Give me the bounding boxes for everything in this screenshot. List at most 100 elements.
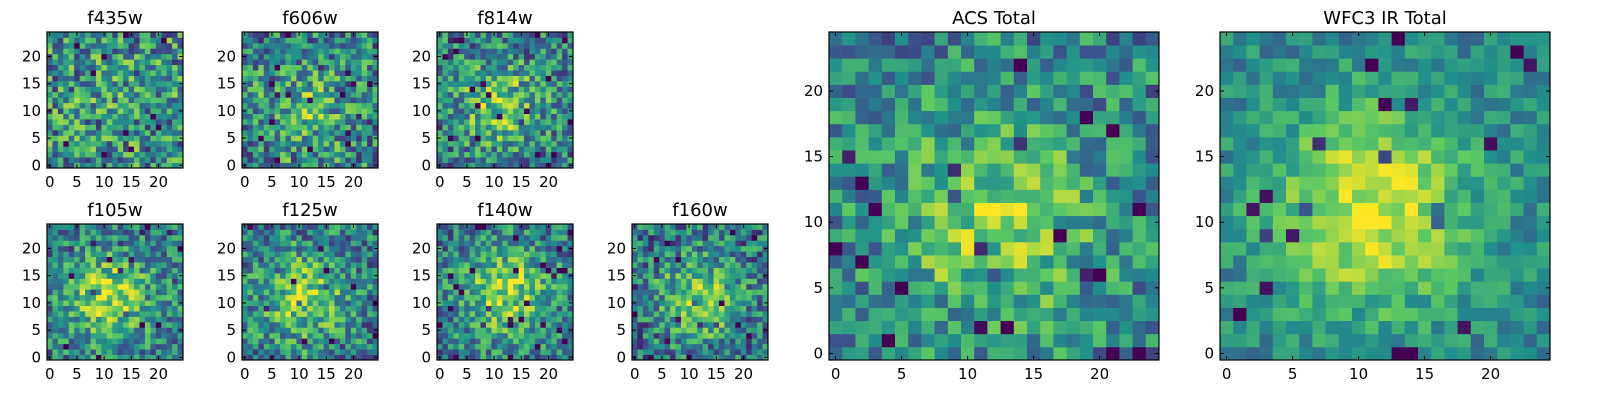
heatmap-cell [475, 338, 481, 345]
axes-frame [631, 223, 769, 361]
heatmap-cell [74, 240, 81, 247]
heatmap-cell [735, 240, 742, 247]
heatmap-cell [301, 267, 308, 274]
heatmap-cell [85, 224, 91, 230]
heatmap-cell [675, 262, 682, 268]
heatmap-cell [491, 80, 498, 87]
heatmap-cell [491, 91, 498, 98]
heatmap-cell [1040, 163, 1054, 177]
heatmap-cell [177, 32, 184, 38]
heatmap-cell [496, 224, 503, 230]
heatmap-cell [242, 102, 248, 109]
heatmap-cell [345, 305, 352, 312]
heatmap-cell [562, 42, 568, 49]
heatmap-cell [269, 321, 276, 328]
heatmap-cell [166, 294, 173, 301]
heatmap-cell [464, 157, 471, 163]
heatmap-cell [464, 272, 471, 279]
heatmap-cell [258, 354, 265, 361]
heatmap-cell [95, 53, 102, 60]
heatmap-cell [150, 294, 157, 301]
heatmap-cell [1106, 189, 1120, 203]
heatmap-cell [361, 102, 368, 109]
heatmap-cell [285, 113, 292, 120]
heatmap-cell [296, 316, 303, 323]
heatmap-cell [469, 48, 476, 55]
heatmap-cell [318, 256, 324, 263]
heatmap-cell [285, 327, 292, 334]
heatmap-cell [1000, 281, 1015, 295]
heatmap-cell [829, 320, 843, 335]
heatmap-cell [307, 289, 314, 296]
heatmap-cell [166, 229, 173, 236]
heatmap-cell [290, 37, 297, 44]
heatmap-cell [524, 37, 530, 44]
heatmap-cell [974, 320, 988, 335]
heatmap-cell [1027, 202, 1041, 217]
heatmap-cell [372, 37, 379, 44]
heatmap-cell [464, 37, 471, 44]
heatmap-cell [664, 349, 671, 355]
heatmap-cell [751, 332, 758, 339]
heatmap-cell [442, 234, 449, 241]
heatmap-cell [177, 316, 184, 323]
heatmap-cell [551, 146, 558, 153]
heatmap-cell [697, 289, 704, 296]
heatmap-cell [664, 354, 671, 361]
heatmap-cell [469, 305, 476, 312]
heatmap-cell [670, 294, 676, 301]
heatmap-cell [247, 343, 254, 350]
heatmap-cell [155, 157, 162, 163]
heatmap-cell [697, 283, 704, 290]
heatmap-cell [475, 113, 481, 120]
heatmap-cell [57, 256, 64, 263]
heatmap-cell [729, 229, 736, 236]
heatmap-cell [296, 327, 303, 334]
heatmap-cell [144, 224, 151, 230]
heatmap-cell [829, 215, 843, 230]
heatmap-cell [675, 311, 682, 317]
heatmap-cell [285, 332, 292, 339]
heatmap-cell [642, 327, 649, 334]
heatmap-cell [79, 327, 86, 334]
heatmap-cell [161, 338, 168, 345]
heatmap-cell [480, 91, 487, 98]
heatmap-cell [345, 162, 352, 169]
heatmap-cell [458, 300, 465, 306]
heatmap-cell [556, 234, 563, 241]
heatmap-cell [74, 311, 81, 317]
heatmap-cell [367, 343, 373, 350]
heatmap-cell [63, 75, 70, 82]
heatmap-cell [269, 108, 276, 114]
heatmap-cell [345, 354, 352, 361]
heatmap-cell [339, 86, 346, 93]
heatmap-cell [247, 316, 254, 323]
heatmap-cell [247, 53, 254, 60]
heatmap-cell [664, 229, 671, 236]
heatmap-cell [670, 327, 676, 334]
heatmap-cell [502, 278, 509, 285]
heatmap-cell [85, 140, 91, 147]
heatmap-cell [664, 262, 671, 268]
heatmap-cell [502, 332, 509, 339]
heatmap-cell [334, 251, 341, 258]
heatmap-cell [708, 305, 714, 312]
heatmap-cell [263, 240, 270, 247]
heatmap-cell [881, 150, 896, 164]
heatmap-cell [312, 294, 319, 301]
heatmap-cell [95, 311, 102, 317]
heatmap-cell [908, 228, 922, 243]
heatmap-cell [172, 272, 178, 279]
heatmap-cell [280, 294, 286, 301]
heatmap-cell [829, 202, 843, 217]
heatmap-cell [518, 102, 525, 109]
heatmap-cell [491, 229, 498, 236]
y-tick-label: 15 [217, 75, 236, 93]
heatmap-cell [746, 311, 753, 317]
heatmap-cell [757, 262, 763, 268]
heatmap-cell [329, 234, 335, 241]
heatmap-cell [637, 251, 644, 258]
heatmap-cell [334, 108, 341, 114]
heatmap-cell [274, 113, 281, 120]
heatmap-cell [155, 80, 162, 87]
